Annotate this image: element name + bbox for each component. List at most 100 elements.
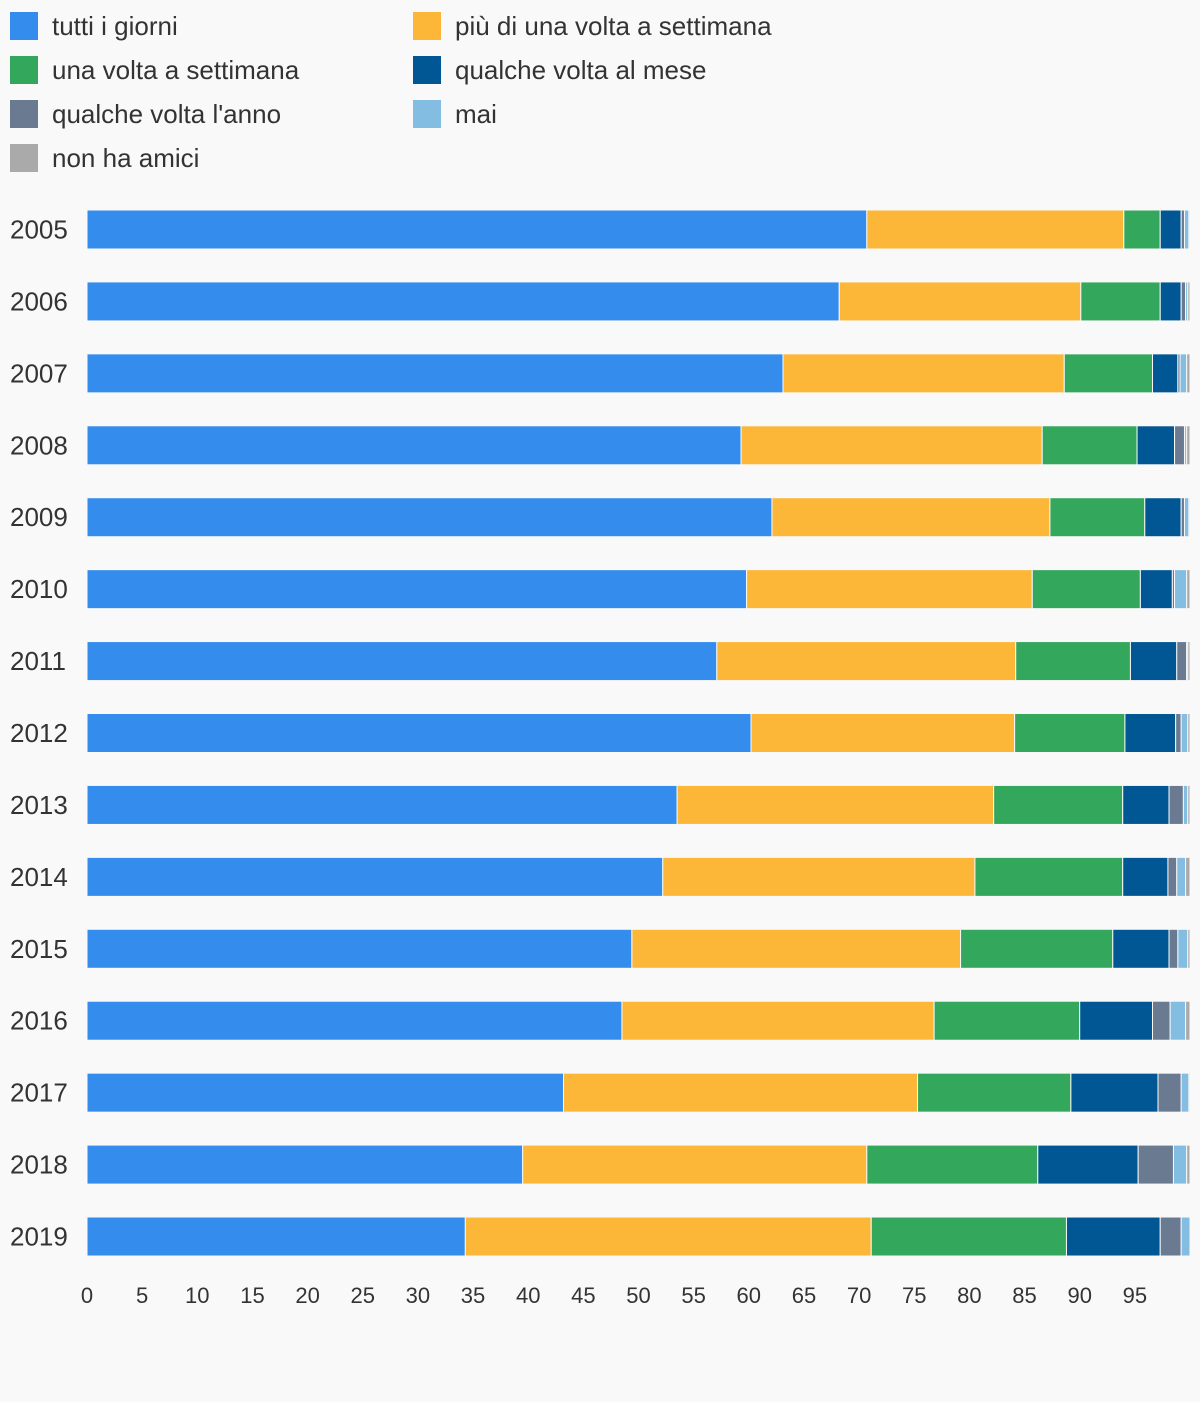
bar-segment-mai-2009[interactable]	[1183, 497, 1190, 538]
bar-segment-qualche-volta-al-mese-2013[interactable]	[1122, 784, 1170, 825]
bar-segment-non-ha-amici-2013[interactable]	[1187, 784, 1191, 825]
bar-segment-tutti-i-giorni-2009[interactable]	[86, 497, 773, 538]
bar-segment-mai-2014[interactable]	[1176, 856, 1187, 897]
bar-segment-mai-2019[interactable]	[1180, 1216, 1191, 1257]
bar-segment-una-volta-a-settimana-2013[interactable]	[993, 784, 1124, 825]
bar-segment-qualche-volta-l-anno-2006[interactable]	[1180, 281, 1187, 322]
bar-segment-tutti-i-giorni-2006[interactable]	[86, 281, 840, 322]
bar-segment-qualche-volta-al-mese-2018[interactable]	[1037, 1144, 1139, 1185]
legend-item-mai[interactable]: mai	[413, 96, 497, 132]
bar-segment-tutti-i-giorni-2011[interactable]	[86, 641, 718, 682]
bar-segment-qualche-volta-l-anno-2019[interactable]	[1159, 1216, 1182, 1257]
bar-segment-qualche-volta-al-mese-2011[interactable]	[1129, 641, 1178, 682]
bar-segment-una-volta-a-settimana-2016[interactable]	[933, 1000, 1081, 1041]
bar-segment-una-volta-a-settimana-2007[interactable]	[1063, 353, 1153, 394]
bar-segment-qualche-volta-l-anno-2008[interactable]	[1174, 425, 1185, 466]
bar-segment-mai-2016[interactable]	[1169, 1000, 1187, 1041]
bar-segment-una-volta-a-settimana-2018[interactable]	[866, 1144, 1039, 1185]
bar-segment-tutti-i-giorni-2007[interactable]	[86, 353, 784, 394]
bar-segment-non-ha-amici-2015[interactable]	[1187, 928, 1191, 969]
bar-segment-qualche-volta-l-anno-2016[interactable]	[1151, 1000, 1171, 1041]
legend-item-tutti-i-giorni[interactable]: tutti i giorni	[10, 8, 178, 44]
bar-segment-una-volta-a-settimana-2011[interactable]	[1015, 641, 1131, 682]
bar-segment-qualche-volta-al-mese-2007[interactable]	[1151, 353, 1179, 394]
bar-segment-qualche-volta-l-anno-2012[interactable]	[1175, 713, 1182, 754]
bar-segment-qualche-volta-al-mese-2009[interactable]	[1144, 497, 1182, 538]
bar-segment-mai-2017[interactable]	[1180, 1072, 1190, 1113]
bar-segment-una-volta-a-settimana-2006[interactable]	[1080, 281, 1161, 322]
bar-segment-una-volta-a-settimana-2009[interactable]	[1049, 497, 1146, 538]
bar-segment-non-ha-amici-2012[interactable]	[1187, 713, 1191, 754]
bar-segment-pi-di-una-volta-a-settimana-2013[interactable]	[676, 784, 995, 825]
bar-segment-una-volta-a-settimana-2015[interactable]	[960, 928, 1114, 969]
bar-segment-mai-2005[interactable]	[1183, 209, 1190, 250]
bar-segment-pi-di-una-volta-a-settimana-2005[interactable]	[866, 209, 1125, 250]
bar-segment-una-volta-a-settimana-2019[interactable]	[870, 1216, 1067, 1257]
bar-segment-non-ha-amici-2017[interactable]	[1188, 1072, 1191, 1113]
bar-segment-non-ha-amici-2009[interactable]	[1188, 497, 1191, 538]
bar-segment-non-ha-amici-2008[interactable]	[1186, 425, 1191, 466]
bar-segment-non-ha-amici-2006[interactable]	[1187, 281, 1191, 322]
bar-segment-pi-di-una-volta-a-settimana-2014[interactable]	[662, 856, 976, 897]
bar-segment-qualche-volta-al-mese-2012[interactable]	[1124, 713, 1177, 754]
legend-item-qualche-volta-l-anno[interactable]: qualche volta l'anno	[10, 96, 281, 132]
bar-segment-qualche-volta-al-mese-2014[interactable]	[1122, 856, 1169, 897]
bar-segment-tutti-i-giorni-2012[interactable]	[86, 713, 752, 754]
legend-item-non-ha-amici[interactable]: non ha amici	[10, 140, 199, 176]
bar-segment-qualche-volta-al-mese-2016[interactable]	[1079, 1000, 1153, 1041]
bar-segment-tutti-i-giorni-2019[interactable]	[86, 1216, 466, 1257]
bar-segment-tutti-i-giorni-2013[interactable]	[86, 784, 678, 825]
bar-segment-tutti-i-giorni-2008[interactable]	[86, 425, 742, 466]
bar-segment-mai-2018[interactable]	[1172, 1144, 1188, 1185]
bar-segment-pi-di-una-volta-a-settimana-2017[interactable]	[562, 1072, 919, 1113]
bar-segment-qualche-volta-al-mese-2015[interactable]	[1112, 928, 1170, 969]
bar-segment-pi-di-una-volta-a-settimana-2011[interactable]	[716, 641, 1017, 682]
bar-segment-qualche-volta-l-anno-2017[interactable]	[1157, 1072, 1182, 1113]
bar-segment-pi-di-una-volta-a-settimana-2019[interactable]	[464, 1216, 872, 1257]
bar-segment-una-volta-a-settimana-2012[interactable]	[1014, 713, 1126, 754]
bar-segment-pi-di-una-volta-a-settimana-2008[interactable]	[740, 425, 1043, 466]
legend-item-qualche-volta-al-mese[interactable]: qualche volta al mese	[413, 52, 706, 88]
bar-segment-tutti-i-giorni-2016[interactable]	[86, 1000, 623, 1041]
bar-segment-una-volta-a-settimana-2014[interactable]	[974, 856, 1124, 897]
bar-segment-pi-di-una-volta-a-settimana-2015[interactable]	[631, 928, 962, 969]
bar-segment-non-ha-amici-2014[interactable]	[1185, 856, 1191, 897]
legend-item-pi-di-una-volta-a-settimana[interactable]: più di una volta a settimana	[413, 8, 772, 44]
bar-segment-qualche-volta-al-mese-2008[interactable]	[1136, 425, 1176, 466]
bar-segment-tutti-i-giorni-2015[interactable]	[86, 928, 633, 969]
bar-segment-qualche-volta-al-mese-2010[interactable]	[1139, 569, 1173, 610]
bar-segment-qualche-volta-l-anno-2015[interactable]	[1168, 928, 1179, 969]
bar-segment-non-ha-amici-2010[interactable]	[1186, 569, 1191, 610]
bar-segment-qualche-volta-l-anno-2013[interactable]	[1168, 784, 1184, 825]
bar-segment-pi-di-una-volta-a-settimana-2016[interactable]	[621, 1000, 935, 1041]
bar-segment-mai-2012[interactable]	[1180, 713, 1189, 754]
bar-segment-una-volta-a-settimana-2005[interactable]	[1123, 209, 1161, 250]
legend-item-una-volta-a-settimana[interactable]: una volta a settimana	[10, 52, 299, 88]
bar-segment-mai-2010[interactable]	[1174, 569, 1188, 610]
bar-segment-qualche-volta-al-mese-2006[interactable]	[1159, 281, 1182, 322]
bar-segment-qualche-volta-l-anno-2018[interactable]	[1137, 1144, 1174, 1185]
bar-segment-non-ha-amici-2018[interactable]	[1186, 1144, 1191, 1185]
bar-segment-mai-2007[interactable]	[1179, 353, 1188, 394]
bar-segment-non-ha-amici-2011[interactable]	[1187, 641, 1191, 682]
bar-segment-qualche-volta-l-anno-2011[interactable]	[1176, 641, 1188, 682]
bar-segment-tutti-i-giorni-2017[interactable]	[86, 1072, 564, 1113]
bar-segment-pi-di-una-volta-a-settimana-2006[interactable]	[838, 281, 1082, 322]
bar-segment-una-volta-a-settimana-2008[interactable]	[1041, 425, 1138, 466]
bar-segment-non-ha-amici-2005[interactable]	[1188, 209, 1191, 250]
bar-segment-una-volta-a-settimana-2010[interactable]	[1031, 569, 1141, 610]
bar-segment-tutti-i-giorni-2018[interactable]	[86, 1144, 524, 1185]
bar-segment-una-volta-a-settimana-2017[interactable]	[917, 1072, 1072, 1113]
bar-segment-tutti-i-giorni-2010[interactable]	[86, 569, 748, 610]
bar-segment-mai-2015[interactable]	[1177, 928, 1189, 969]
bar-segment-pi-di-una-volta-a-settimana-2009[interactable]	[771, 497, 1051, 538]
bar-segment-pi-di-una-volta-a-settimana-2010[interactable]	[746, 569, 1033, 610]
bar-segment-qualche-volta-al-mese-2019[interactable]	[1065, 1216, 1161, 1257]
bar-segment-qualche-volta-l-anno-2014[interactable]	[1167, 856, 1178, 897]
bar-segment-non-ha-amici-2007[interactable]	[1186, 353, 1191, 394]
bar-segment-pi-di-una-volta-a-settimana-2012[interactable]	[750, 713, 1016, 754]
bar-segment-pi-di-una-volta-a-settimana-2018[interactable]	[522, 1144, 868, 1185]
bar-segment-qualche-volta-al-mese-2005[interactable]	[1159, 209, 1182, 250]
bar-segment-tutti-i-giorni-2005[interactable]	[86, 209, 868, 250]
bar-segment-tutti-i-giorni-2014[interactable]	[86, 856, 664, 897]
